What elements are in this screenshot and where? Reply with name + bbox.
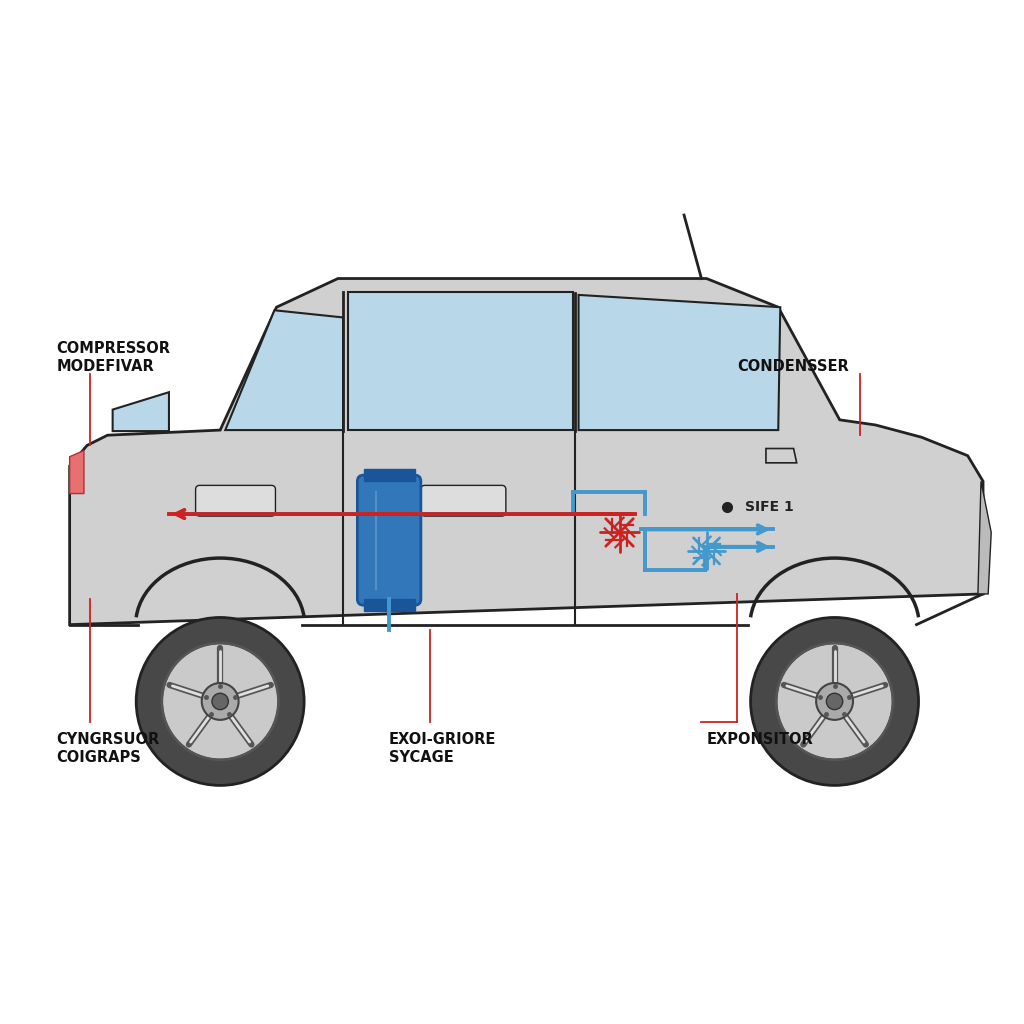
Text: CYNGRSUOR
COIGRAPS: CYNGRSUOR COIGRAPS [56,732,160,765]
FancyBboxPatch shape [196,485,275,516]
Circle shape [751,617,919,785]
Circle shape [202,683,239,720]
Text: EXOI-GRIORE
SYCAGE: EXOI-GRIORE SYCAGE [389,732,497,765]
Text: SIFE 1: SIFE 1 [745,500,795,514]
Polygon shape [70,451,84,494]
Polygon shape [70,279,983,625]
Text: COMPRESSOR
MODEFIVAR: COMPRESSOR MODEFIVAR [56,341,170,374]
Circle shape [816,683,853,720]
FancyBboxPatch shape [357,475,421,605]
Polygon shape [978,481,991,594]
Text: EXPONSITOR: EXPONSITOR [707,732,813,748]
FancyBboxPatch shape [421,485,506,516]
Polygon shape [364,599,415,611]
Circle shape [826,693,843,710]
Polygon shape [364,469,415,481]
Polygon shape [225,310,343,430]
Polygon shape [766,449,797,463]
Circle shape [776,643,893,760]
Polygon shape [113,392,169,431]
Polygon shape [348,292,573,430]
Polygon shape [579,295,780,430]
Circle shape [212,693,228,710]
Text: CONDENSSER: CONDENSSER [737,358,849,374]
Circle shape [136,617,304,785]
Circle shape [162,643,279,760]
